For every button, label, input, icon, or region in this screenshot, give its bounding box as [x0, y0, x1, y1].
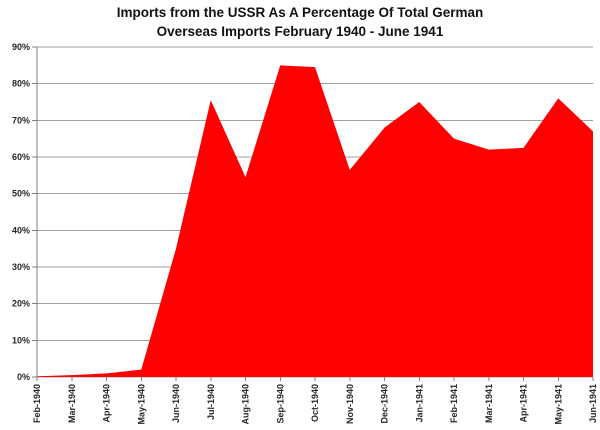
x-axis-label: Jan-1941	[414, 384, 424, 423]
x-axis-label: Apr-1941	[519, 384, 529, 423]
x-axis-label: Aug-1940	[241, 384, 251, 425]
y-axis-label: 30%	[12, 262, 30, 272]
chart-title-line1: Imports from the USSR As A Percentage Of…	[116, 5, 484, 20]
x-axis-label: Sep-1940	[275, 384, 285, 424]
y-axis-label: 20%	[12, 299, 30, 309]
x-axis-label: Dec-1940	[380, 384, 390, 424]
x-axis-label: Mar-1941	[484, 384, 494, 423]
y-axis-label: 90%	[12, 42, 30, 52]
y-axis-label: 70%	[12, 115, 30, 125]
y-axis-label: 40%	[12, 225, 30, 235]
x-axis-label: May-1941	[553, 384, 563, 425]
x-axis-label: Jul-1940	[206, 384, 216, 420]
x-axis-label: Jun-1941	[588, 384, 598, 423]
chart-title: Imports from the USSR As A Percentage Of…	[0, 3, 600, 41]
y-axis-label: 10%	[12, 335, 30, 345]
x-axis-label: Jun-1940	[171, 384, 181, 423]
x-axis-label: Apr-1940	[102, 384, 112, 423]
x-axis-label: Mar-1940	[67, 384, 77, 423]
x-axis-label: May-1940	[136, 384, 146, 425]
y-axis-label: 60%	[12, 152, 30, 162]
y-axis-label: 80%	[12, 79, 30, 89]
ussr-imports-area-series	[37, 65, 593, 377]
x-axis-label: Nov-1940	[345, 384, 355, 424]
y-axis-label: 50%	[12, 189, 30, 199]
y-axis-label: 0%	[17, 372, 30, 382]
x-axis-label: Oct-1940	[310, 384, 320, 422]
chart-title-line2: Overseas Imports February 1940 - June 19…	[156, 24, 444, 39]
x-axis-label: Feb-1940	[32, 384, 42, 423]
x-axis-label: Feb-1941	[449, 384, 459, 423]
